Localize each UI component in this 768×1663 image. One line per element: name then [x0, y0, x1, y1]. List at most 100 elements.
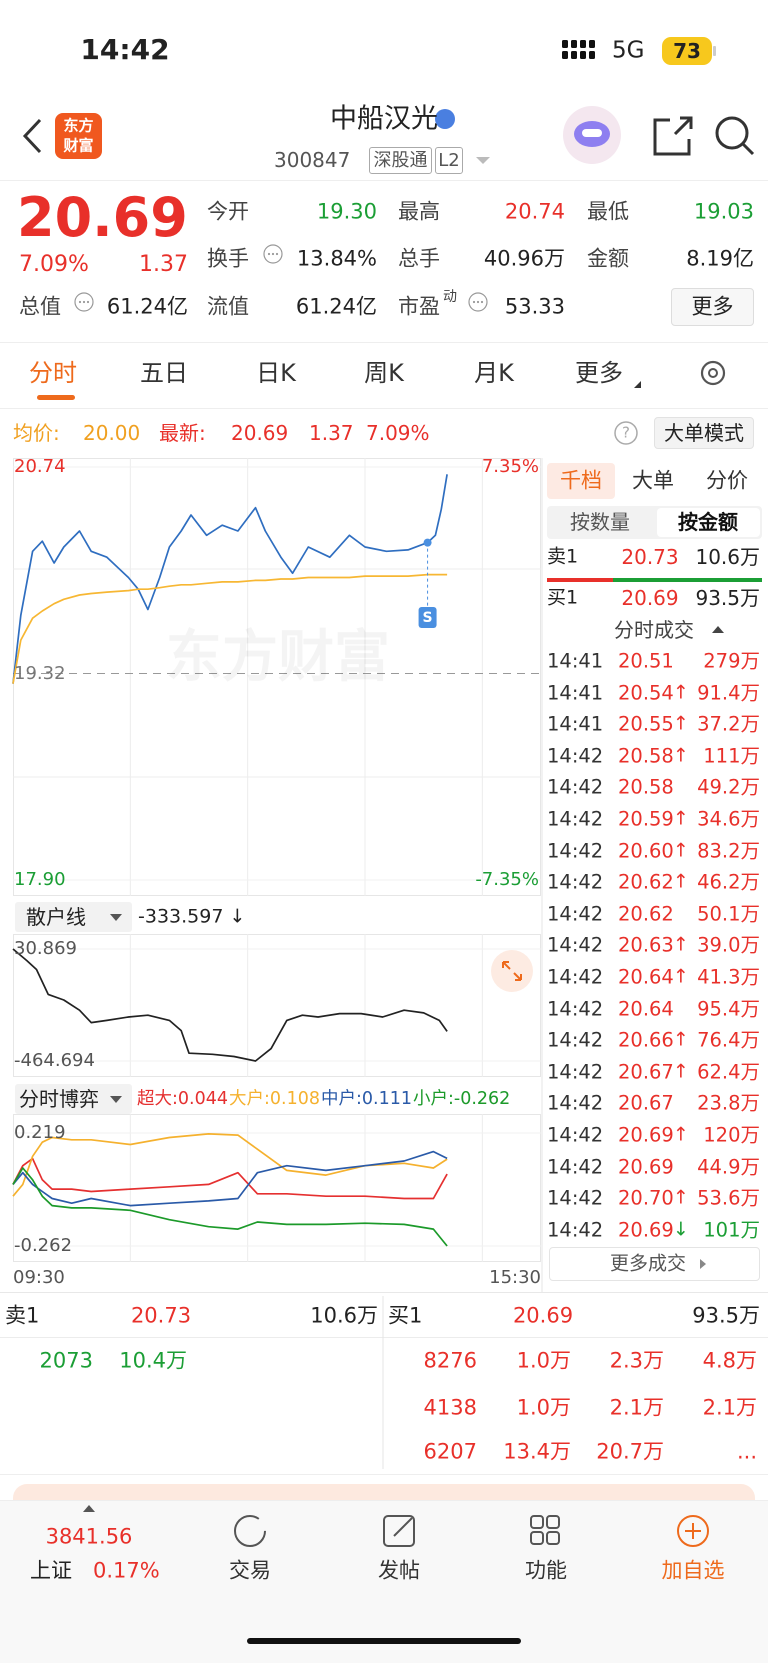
trade-time: 14:42 — [547, 775, 604, 799]
side-tab-active — [547, 463, 615, 499]
mode-button[interactable] — [654, 417, 754, 449]
search-button[interactable] — [715, 116, 749, 150]
indicator-dropdown[interactable] — [15, 902, 132, 932]
trade-time: 14:42 — [547, 1218, 604, 1242]
last-value: 20.69 — [231, 421, 289, 445]
series-line — [12, 573, 448, 684]
y2-tick-label: -7.35% — [475, 869, 539, 890]
tick-label: -464.694 — [14, 1050, 95, 1071]
signal-bar — [589, 40, 595, 48]
period-tab[interactable]: 月K — [474, 359, 514, 387]
trade-direction: ↑ — [673, 1123, 689, 1146]
trade-price: 20.62 — [618, 870, 674, 894]
trade-time: 14:42 — [547, 1186, 604, 1210]
search-handle — [741, 142, 755, 156]
legend-entry: 小户:-0.262 — [413, 1089, 511, 1109]
stat-value: 61.24亿 — [106, 294, 188, 319]
y2-tick-label: 7.35% — [481, 456, 539, 477]
logo-text: 东方 — [63, 116, 94, 135]
order-cell: 2073 — [39, 1348, 93, 1373]
trade-time: 14:41 — [547, 649, 604, 673]
expand-button[interactable] — [491, 950, 533, 992]
trade-price: 20.58 — [618, 775, 674, 799]
tab-caret — [634, 381, 641, 388]
trade-direction: ↓ — [673, 1218, 689, 1241]
stock-code: 300847 — [274, 148, 351, 172]
stat-value: 53.33 — [504, 294, 565, 319]
period-tab[interactable]: 五日 — [140, 359, 188, 387]
trade-price: 20.64 — [618, 965, 674, 989]
side-tab[interactable]: 大单 — [632, 468, 674, 493]
subtab[interactable]: 按金额 — [678, 510, 738, 534]
nav-item[interactable]: 加自选 — [661, 1558, 725, 1583]
trade-icon — [234, 1515, 266, 1547]
trade-volume: 101万 — [703, 1218, 760, 1242]
more-trades-text: 更多成交 — [609, 1252, 687, 1275]
change-amount: 1.37 — [139, 252, 188, 277]
settings-button[interactable] — [700, 360, 726, 386]
info-dot — [82, 300, 86, 304]
series-line — [12, 1157, 448, 1200]
trade-time: 14:42 — [547, 870, 604, 894]
level-volume: 93.5万 — [692, 1303, 760, 1328]
info-icon — [74, 292, 94, 312]
period-tab[interactable]: 周K — [364, 359, 404, 387]
chart-frame — [13, 1114, 541, 1262]
tick-label: 17.90 — [14, 869, 66, 890]
trade-direction: ↑ — [673, 712, 689, 735]
order-cell: 8276 — [423, 1348, 477, 1373]
tick-label: 30.869 — [14, 938, 77, 959]
subtab[interactable]: 按数量 — [570, 510, 630, 534]
trade-price: 20.67 — [618, 1091, 674, 1115]
change-percent: 7.09% — [366, 421, 430, 445]
change-value: 1.37 — [309, 421, 354, 445]
info-dot — [267, 252, 271, 256]
index-name: 上证 — [30, 1558, 72, 1583]
more-button[interactable] — [671, 288, 754, 326]
trade-direction: ↑ — [673, 1028, 689, 1051]
indicator-dropdown[interactable] — [15, 1084, 132, 1114]
index-change: 0.17% — [93, 1558, 160, 1583]
period-tab[interactable]: 分时 — [29, 359, 77, 387]
nav-item[interactable]: 功能 — [525, 1558, 567, 1583]
tag-text: L2 — [438, 150, 460, 171]
nav-item[interactable]: 交易 — [229, 1558, 271, 1583]
tick-label: 20.74 — [14, 456, 66, 477]
post-icon-pen — [393, 1517, 413, 1537]
index-value[interactable]: 3841.56 — [45, 1524, 133, 1549]
marker-text: S — [422, 610, 433, 626]
stat-label: 换手 — [207, 246, 249, 271]
trade-price: 20.64 — [618, 996, 674, 1020]
stock-name: 中船汉光 — [330, 103, 438, 135]
divider — [0, 1474, 768, 1475]
trades-title: 分时成交 — [614, 618, 694, 642]
info-icon — [263, 244, 283, 264]
index-caret — [83, 1505, 95, 1512]
level-price: 20.73 — [621, 545, 679, 569]
logo-text: 财富 — [63, 136, 94, 155]
stat-value: 19.30 — [316, 199, 377, 224]
settings-hub — [708, 368, 718, 378]
trade-direction: ↑ — [673, 839, 689, 862]
side-tab[interactable]: 千档 — [560, 468, 602, 493]
more-trades-button[interactable] — [549, 1247, 760, 1281]
back-button[interactable] — [22, 118, 42, 154]
tick-label: 19.32 — [14, 662, 66, 684]
period-tab[interactable]: 日K — [256, 359, 296, 387]
tag — [435, 147, 463, 174]
trade-price: 20.59 — [618, 807, 674, 831]
level-label: 买1 — [547, 586, 579, 609]
stat-value: 20.74 — [504, 199, 565, 224]
stat-label: 流值 — [207, 294, 249, 319]
side-tab[interactable]: 分价 — [706, 468, 748, 493]
trade-direction: ↑ — [673, 1186, 689, 1209]
trade-time: 14:42 — [547, 933, 604, 957]
series-line — [12, 1150, 448, 1207]
nav-item[interactable]: 发帖 — [378, 1558, 420, 1583]
share-button[interactable] — [653, 116, 693, 156]
order-cell: 6207 — [423, 1439, 477, 1464]
app-logo — [55, 113, 102, 159]
period-tab[interactable]: 更多 — [575, 359, 623, 387]
divider — [0, 1292, 768, 1293]
trade-volume: 50.1万 — [697, 902, 760, 926]
